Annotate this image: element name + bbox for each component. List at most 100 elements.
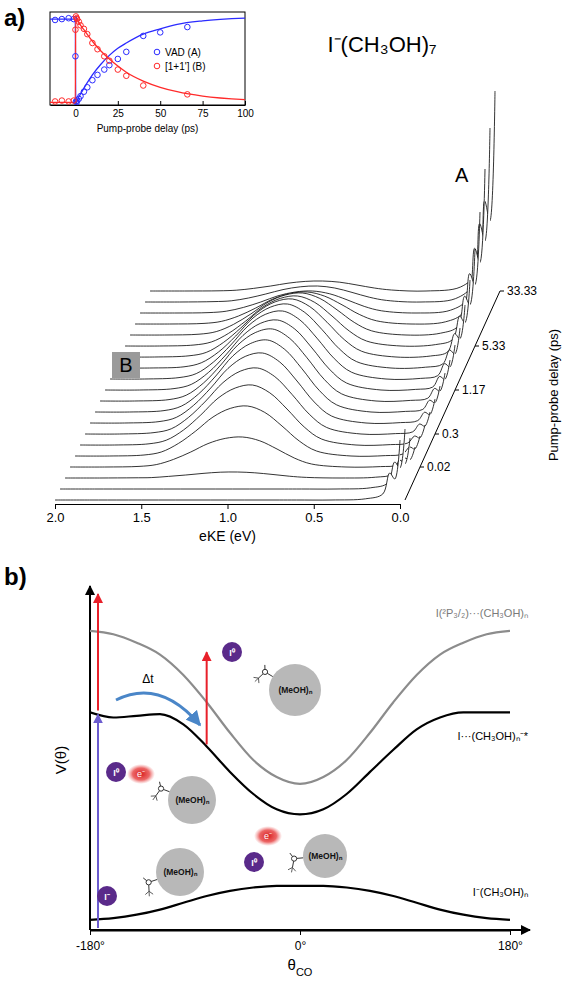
delay-tick-mark xyxy=(500,291,504,292)
theta-axis-tick: 0° xyxy=(295,930,307,953)
trace-fill xyxy=(150,91,495,291)
data-point xyxy=(78,22,84,28)
theta-axis-tick: 180° xyxy=(498,930,523,953)
inset-x-axis-tick-mark xyxy=(160,101,161,105)
ekE-axis-tick-label: 2.0 xyxy=(46,510,64,525)
fit-line xyxy=(50,18,245,103)
theta-axis: -180° 0° 180° xyxy=(76,930,523,953)
data-point xyxy=(185,92,191,98)
fit-line xyxy=(50,16,245,102)
data-point xyxy=(73,27,79,33)
delay-tick-label: 0.3 xyxy=(442,427,459,441)
theta-axis-tick-mark xyxy=(90,930,91,935)
ekE-axis-tick: 0.5 xyxy=(305,504,323,525)
data-point xyxy=(140,33,146,39)
data-point xyxy=(115,67,121,73)
delay-tick-mark xyxy=(420,467,424,468)
spectrum-line xyxy=(140,169,485,313)
trace xyxy=(145,128,490,302)
spectrum-line xyxy=(150,91,495,291)
legend-marker xyxy=(154,49,160,55)
potential-plot xyxy=(90,631,510,920)
delay-tick-label: 33.33 xyxy=(507,284,537,298)
inset-x-axis-tick-mark xyxy=(203,101,204,105)
cluster-label: (MeOH)ₙ xyxy=(278,685,312,695)
methanol-bond xyxy=(288,867,292,869)
data-point xyxy=(52,99,58,105)
data-point xyxy=(124,73,130,79)
delay-tick-label: 0.02 xyxy=(427,460,451,474)
trace xyxy=(70,437,415,467)
methanol-oxygen xyxy=(262,669,267,674)
delay-tick-mark xyxy=(435,434,439,435)
iodine-atom xyxy=(106,762,126,782)
time-arrow xyxy=(116,693,200,725)
cartoon: (MeOH)ₙ e⁻ I⁰ xyxy=(244,826,347,878)
electron-label: e⁻ xyxy=(264,831,272,841)
delay-tick-label: 5.33 xyxy=(482,339,506,353)
ekE-axis-tick-label: 1.0 xyxy=(219,510,237,525)
legend-marker xyxy=(154,63,160,69)
data-point xyxy=(59,98,65,104)
curve-label: I(²P₃/₂)···(CH₃OH)ₙ xyxy=(436,607,528,619)
data-point xyxy=(101,67,107,73)
y-axis-line xyxy=(89,586,91,930)
figure: 0255075100Pump-probe delay (ps)VAD (A)[1… xyxy=(0,0,567,986)
methanol-oxygen xyxy=(146,880,151,885)
iodine-atom xyxy=(244,852,264,872)
solvent-cluster xyxy=(269,664,321,716)
x-axis-title: eKE (eV) xyxy=(199,528,256,544)
ekE-axis-tick-label: 0.0 xyxy=(391,510,409,525)
curve-label: I···(CH₃OH)ₙ⁻* xyxy=(457,730,528,742)
trace-fill xyxy=(145,128,490,302)
potential-curve xyxy=(90,712,510,814)
theta-axis-tick-label: 0° xyxy=(295,939,307,953)
data-point xyxy=(185,24,191,30)
methanol-bond xyxy=(151,795,156,796)
panel-label: a) xyxy=(4,4,25,31)
inset-x-axis-tick-label: 50 xyxy=(155,108,167,119)
iodine-label: I⁰ xyxy=(251,858,258,868)
data-point xyxy=(71,98,77,104)
inset-x-axis-tick: 100 xyxy=(237,101,254,119)
spectrum-line xyxy=(145,128,490,302)
trace xyxy=(150,91,495,291)
delay-tick-mark xyxy=(475,346,479,347)
probe-arrow xyxy=(97,594,99,710)
cartoon: (MeOH)ₙI⁻ xyxy=(97,848,204,906)
data-point xyxy=(157,30,163,36)
theta-axis-tick-label: 180° xyxy=(498,939,523,953)
inset-x-axis-tick-mark xyxy=(118,101,119,105)
x-axis-title-sub: CO xyxy=(296,966,313,978)
solvent-cluster xyxy=(156,848,204,896)
theta-axis-tick-mark xyxy=(300,930,301,935)
theta-axis-tick: -180° xyxy=(76,930,105,953)
trace xyxy=(60,429,405,489)
annotation: B xyxy=(119,354,132,376)
curve-label: I⁻(CH₃OH)ₙ xyxy=(473,886,528,898)
data-point xyxy=(85,31,91,37)
inset-plot xyxy=(50,14,245,105)
inset-x-axis-tick: 75 xyxy=(198,101,210,119)
potential-curve xyxy=(90,886,510,920)
cluster-label: (MeOH)ₙ xyxy=(308,851,342,861)
ekE-axis-tick-mark xyxy=(228,504,229,509)
inset-x-axis-tick: 25 xyxy=(113,101,125,119)
inset-x-axis-tick: 50 xyxy=(155,101,167,119)
data-point xyxy=(52,17,58,23)
spectrum-line xyxy=(70,437,415,467)
cartoon: (MeOH)ₙI⁰ xyxy=(222,642,321,716)
inset-x-axis-tick-label: 75 xyxy=(198,108,210,119)
trace xyxy=(55,440,400,500)
data-point xyxy=(85,84,91,90)
spectrum-line xyxy=(55,440,400,500)
waterfall-plot xyxy=(55,91,495,500)
probe-arrow xyxy=(206,652,208,744)
y-axis-title: V(θ) xyxy=(52,746,69,774)
iodine-label: I⁻ xyxy=(104,892,110,902)
ekE-axis-tick-label: 0.5 xyxy=(305,510,323,525)
methanol-bond xyxy=(153,796,156,800)
data-point xyxy=(95,72,101,78)
inset-x-axis: 0255075100 xyxy=(51,101,255,119)
legend-label: VAD (A) xyxy=(165,47,201,58)
